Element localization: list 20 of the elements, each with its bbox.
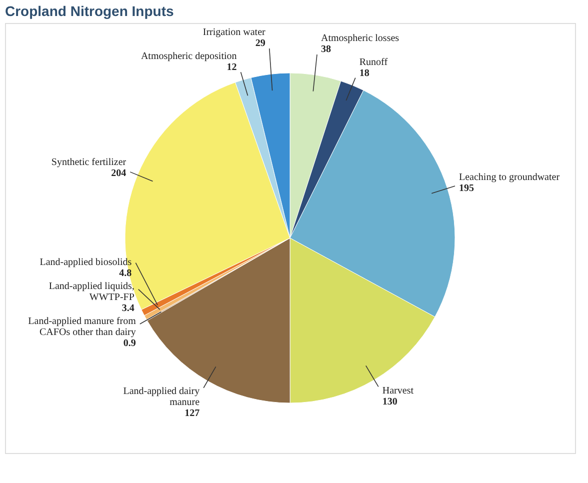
data-label: 29 [255, 38, 266, 50]
slice-label: Synthetic fertilizer [51, 157, 127, 168]
data-label: 18 [359, 68, 370, 80]
slice-label: Atmospheric deposition [140, 51, 237, 62]
slice-label: Runoff [359, 57, 388, 68]
data-label: 3.4 [122, 303, 134, 314]
data-label: 12 [226, 62, 237, 74]
slice-label: Harvest [382, 386, 414, 397]
data-label: 127 [184, 408, 200, 420]
data-label: 38 [320, 44, 331, 56]
slice-label: Irrigation water [202, 27, 266, 38]
data-label: 0.9 [123, 338, 136, 350]
slice-label: Land-applied manure from CAFOs other than dairy [28, 316, 136, 338]
chart-title: Cropland Nitrogen Inputs [5, 3, 174, 19]
slice-label: Land-applied dairy manure [123, 386, 200, 408]
data-label: 204 [111, 168, 126, 180]
data-label: 195 [459, 183, 474, 194]
slice-label: Atmospheric losses [320, 33, 400, 44]
data-label: 130 [382, 396, 398, 408]
slice-label: Leaching to groundwater [459, 172, 560, 184]
